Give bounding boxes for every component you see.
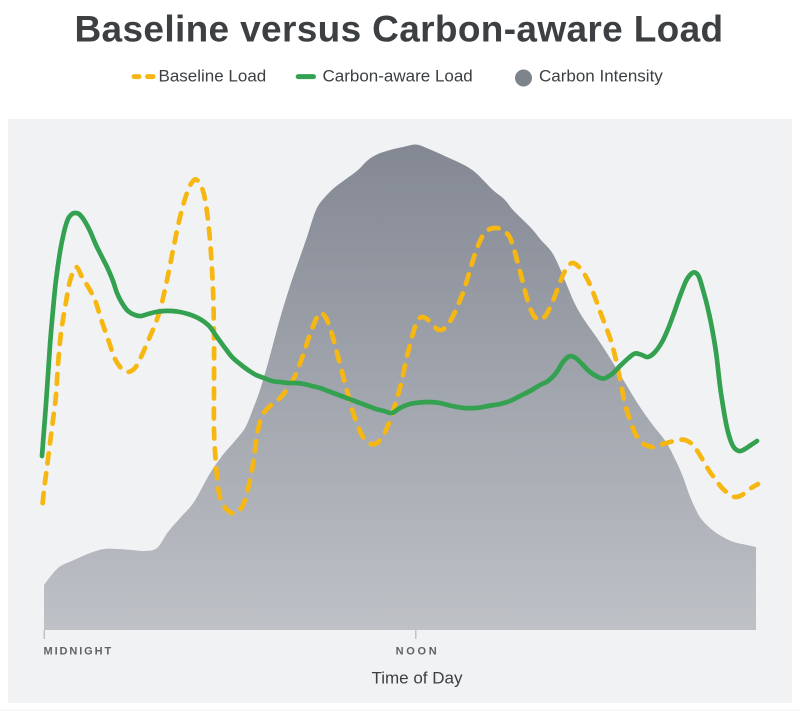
svg-text:MIDNIGHT: MIDNIGHT: [44, 646, 114, 658]
svg-text:Carbon Intensity: Carbon Intensity: [539, 66, 663, 85]
svg-text:NOON: NOON: [396, 646, 440, 658]
svg-text:Baseline versus Carbon-aware L: Baseline versus Carbon-aware Load: [74, 9, 723, 50]
svg-text:Time of Day: Time of Day: [371, 669, 463, 688]
svg-text:Carbon-aware Load: Carbon-aware Load: [323, 66, 473, 85]
svg-text:Baseline Load: Baseline Load: [159, 66, 267, 85]
